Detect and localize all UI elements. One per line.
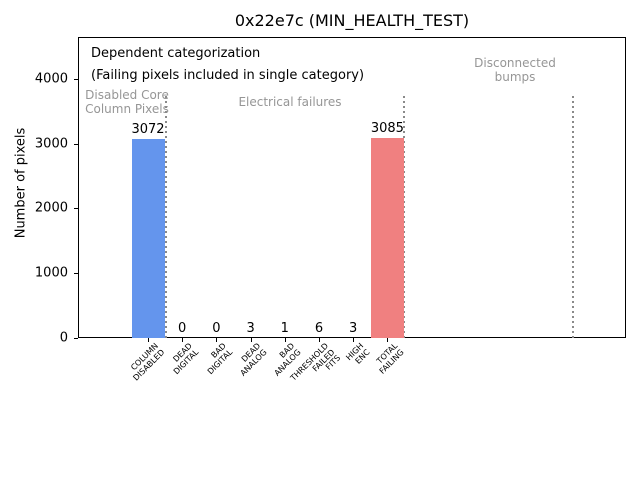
- bar-column-disabled: [131, 139, 165, 338]
- section-label-electrical-failures: Electrical failures: [238, 95, 342, 109]
- section-label-disconnected-bumps: Disconnected bumps: [474, 56, 556, 84]
- x-tick-mark: [216, 338, 218, 342]
- x-tick-mark: [148, 338, 149, 342]
- y-tick-label-0: 0: [59, 330, 68, 346]
- x-tick-label-dead-analog: DEAD ANALOG: [238, 341, 269, 378]
- value-label-column-disabled: 3072: [131, 122, 165, 137]
- annotation-dependent-categorization: Dependent categorization: [91, 46, 261, 61]
- x-tick-label-column-disabled: COLUMN DISABLED: [128, 341, 166, 383]
- annotation-failing-pixels-note: (Failing pixels included in single categ…: [91, 68, 365, 83]
- value-label-bad-analog: 1: [280, 321, 289, 336]
- x-tick-label-high-enc: HIGH ENC: [343, 341, 371, 366]
- y-tick-mark: [74, 273, 78, 275]
- x-tick-label-bad-digital: BAD DIGITAL: [205, 341, 235, 376]
- section-divider-line-2: [403, 96, 405, 338]
- value-label-dead-analog: 3: [246, 321, 255, 336]
- value-label-total-failing: 3085: [370, 121, 404, 136]
- plot-area: [78, 37, 626, 338]
- value-label-dead-digital: 0: [178, 321, 187, 336]
- section-divider-line-1: [165, 96, 167, 338]
- y-tick-label-2000: 2000: [34, 200, 68, 216]
- x-tick-mark: [284, 338, 286, 342]
- x-tick-mark: [250, 338, 252, 342]
- y-tick-label-1000: 1000: [34, 265, 68, 281]
- y-tick-label-3000: 3000: [34, 136, 68, 152]
- section-divider-line-3: [572, 96, 574, 338]
- x-tick-label-dead-digital: DEAD DIGITAL: [171, 341, 200, 376]
- section-label-disabled-core-column-pixels: Disabled Core Column Pixels: [85, 88, 169, 116]
- y-tick-mark: [74, 208, 78, 210]
- value-label-threshold-failed-fits: 6: [314, 321, 324, 336]
- x-tick-mark: [387, 338, 389, 342]
- x-tick-label-total-failing: TOTAL FAILING: [374, 341, 406, 376]
- y-tick-mark: [74, 143, 78, 145]
- x-tick-mark: [182, 338, 184, 342]
- x-tick-mark: [353, 338, 355, 342]
- y-tick-label-4000: 4000: [34, 71, 68, 87]
- value-label-bad-digital: 0: [212, 321, 221, 336]
- value-label-high-enc: 3: [349, 321, 358, 336]
- bar-total-failing: [370, 138, 404, 338]
- y-axis-label: Number of pixels: [13, 127, 29, 239]
- y-tick-mark: [74, 338, 78, 339]
- x-tick-mark: [319, 338, 320, 342]
- chart-title: 0x22e7c (MIN_HEALTH_TEST): [234, 11, 470, 30]
- y-tick-mark: [74, 78, 78, 80]
